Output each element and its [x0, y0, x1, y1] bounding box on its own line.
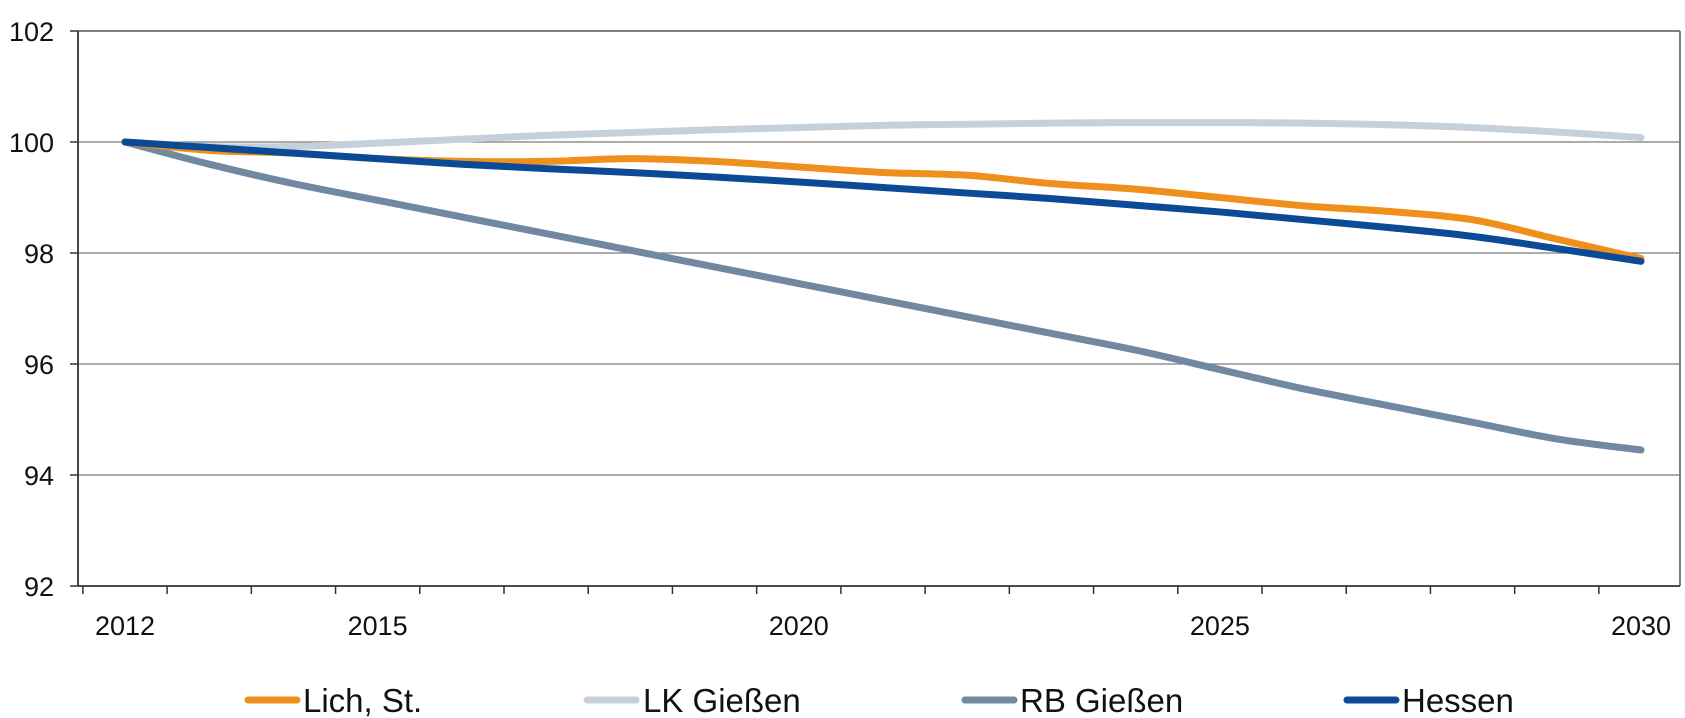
- axes: 92 94 96 98 100 102 2012 2015 2020 2025 2030: [9, 17, 1680, 641]
- x-tick-label: 2025: [1190, 611, 1250, 641]
- legend-label: Hessen: [1402, 682, 1514, 718]
- y-tick-label: 98: [24, 239, 54, 269]
- y-tick-label: 92: [24, 572, 54, 602]
- legend-label: LK Gießen: [643, 682, 801, 718]
- y-tick-label: 100: [9, 128, 54, 158]
- x-tick-label: 2015: [348, 611, 408, 641]
- gridlines: [78, 30, 1681, 586]
- series-line-rb-giessen: [121, 138, 1645, 454]
- y-tick-label: 94: [24, 461, 54, 491]
- legend-label: Lich, St.: [303, 682, 422, 718]
- x-tick-label: 2020: [769, 611, 829, 641]
- series-line-lk-giessen: [121, 119, 1645, 151]
- legend-item-lich-st: Lich, St.: [244, 682, 422, 718]
- y-tick-label: 96: [24, 350, 54, 380]
- legend-label: RB Gießen: [1020, 682, 1183, 718]
- legend: Lich, St. LK Gießen RB Gießen Hessen: [244, 682, 1514, 718]
- x-tick-label: 2030: [1611, 611, 1671, 641]
- legend-item-lk-giessen: LK Gießen: [583, 682, 801, 718]
- y-tick-label: 102: [9, 17, 54, 47]
- legend-item-hessen: Hessen: [1343, 682, 1514, 718]
- legend-item-rb-giessen: RB Gießen: [961, 682, 1183, 718]
- series-lines: [121, 119, 1645, 454]
- series-line-hessen: [121, 138, 1645, 265]
- x-tick-label: 2012: [95, 611, 155, 641]
